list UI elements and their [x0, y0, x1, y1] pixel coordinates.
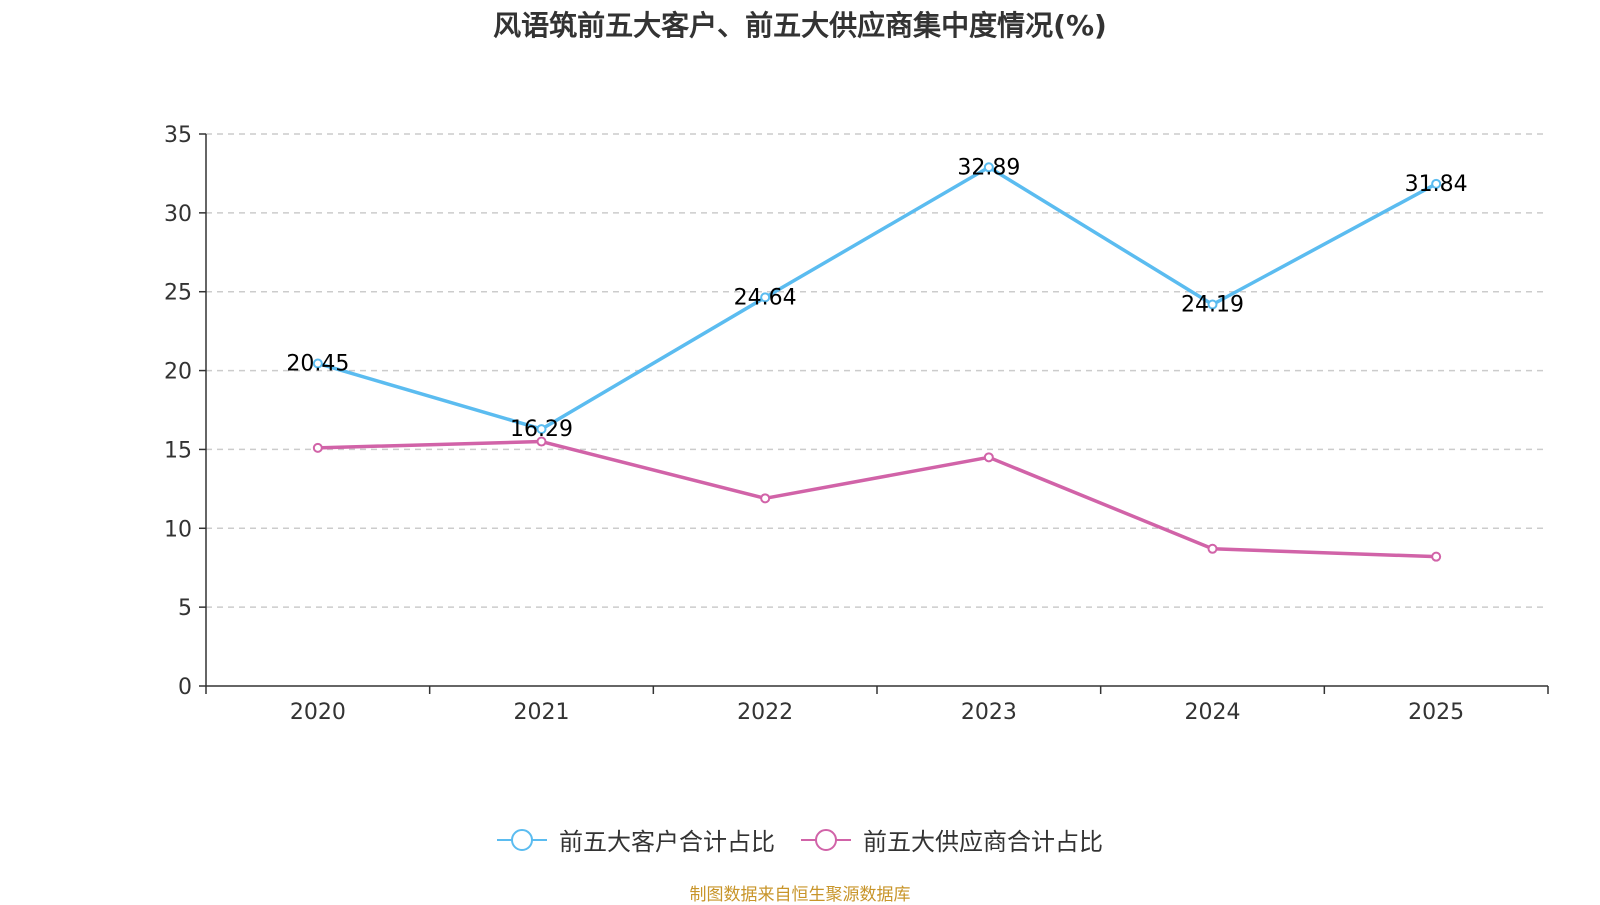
data-point — [536, 424, 547, 435]
source-note: 制图数据来自恒生聚源数据库 — [689, 885, 911, 905]
data-labels: 20.45 16.29 24.64 32.89 24.19 31.84 — [286, 155, 1467, 442]
data-point — [760, 292, 771, 303]
x-tick-label: 2025 — [1408, 700, 1464, 725]
legend-label-customers: 前五大客户合计占比 — [559, 828, 775, 856]
data-point — [760, 493, 771, 504]
y-tick-label: 25 — [164, 281, 192, 306]
x-tick-label: 2020 — [290, 700, 346, 725]
data-label: 16.29 — [510, 417, 573, 442]
data-point — [1207, 543, 1218, 554]
series-line-0 — [317, 165, 1437, 431]
data-label: 20.45 — [286, 351, 349, 376]
y-tick-label: 0 — [178, 675, 192, 700]
x-tick-label: 2021 — [514, 700, 570, 725]
legend-label-suppliers: 前五大供应商合计占比 — [863, 828, 1103, 856]
data-label: 24.19 — [1181, 292, 1244, 317]
data-label: 32.89 — [957, 155, 1020, 180]
chart-title: 风语筑前五大客户、前五大供应商集中度情况(%) — [493, 9, 1107, 42]
y-tick-label: 5 — [178, 596, 192, 621]
series-line-1 — [317, 439, 1437, 559]
data-point — [1207, 299, 1218, 310]
data-point — [983, 452, 994, 463]
x-tick-label: 2023 — [961, 700, 1017, 725]
legend: 前五大客户合计占比 前五大供应商合计占比 — [0, 822, 1600, 857]
data-label: 24.64 — [734, 285, 797, 310]
y-tick-label: 35 — [164, 123, 192, 148]
data-label: 31.84 — [1405, 172, 1468, 197]
data-point — [983, 162, 994, 173]
series-lines — [312, 162, 1442, 562]
legend-item-customers[interactable]: 前五大客户合计占比 — [497, 822, 775, 857]
y-tick-label: 15 — [164, 438, 192, 463]
data-point — [312, 442, 323, 453]
legend-marker-customers — [497, 827, 547, 853]
data-point — [1431, 178, 1442, 189]
data-point — [312, 358, 323, 369]
legend-item-suppliers[interactable]: 前五大供应商合计占比 — [801, 822, 1103, 857]
legend-marker-suppliers — [801, 827, 851, 853]
y-tick-label: 20 — [164, 360, 192, 385]
y-tick-label: 10 — [164, 517, 192, 542]
data-point — [536, 436, 547, 447]
y-tick-label: 30 — [164, 202, 192, 227]
grid-lines — [206, 133, 1548, 608]
data-point — [1431, 551, 1442, 562]
x-tick-label: 2022 — [737, 700, 793, 725]
x-tick-label: 2024 — [1185, 700, 1241, 725]
